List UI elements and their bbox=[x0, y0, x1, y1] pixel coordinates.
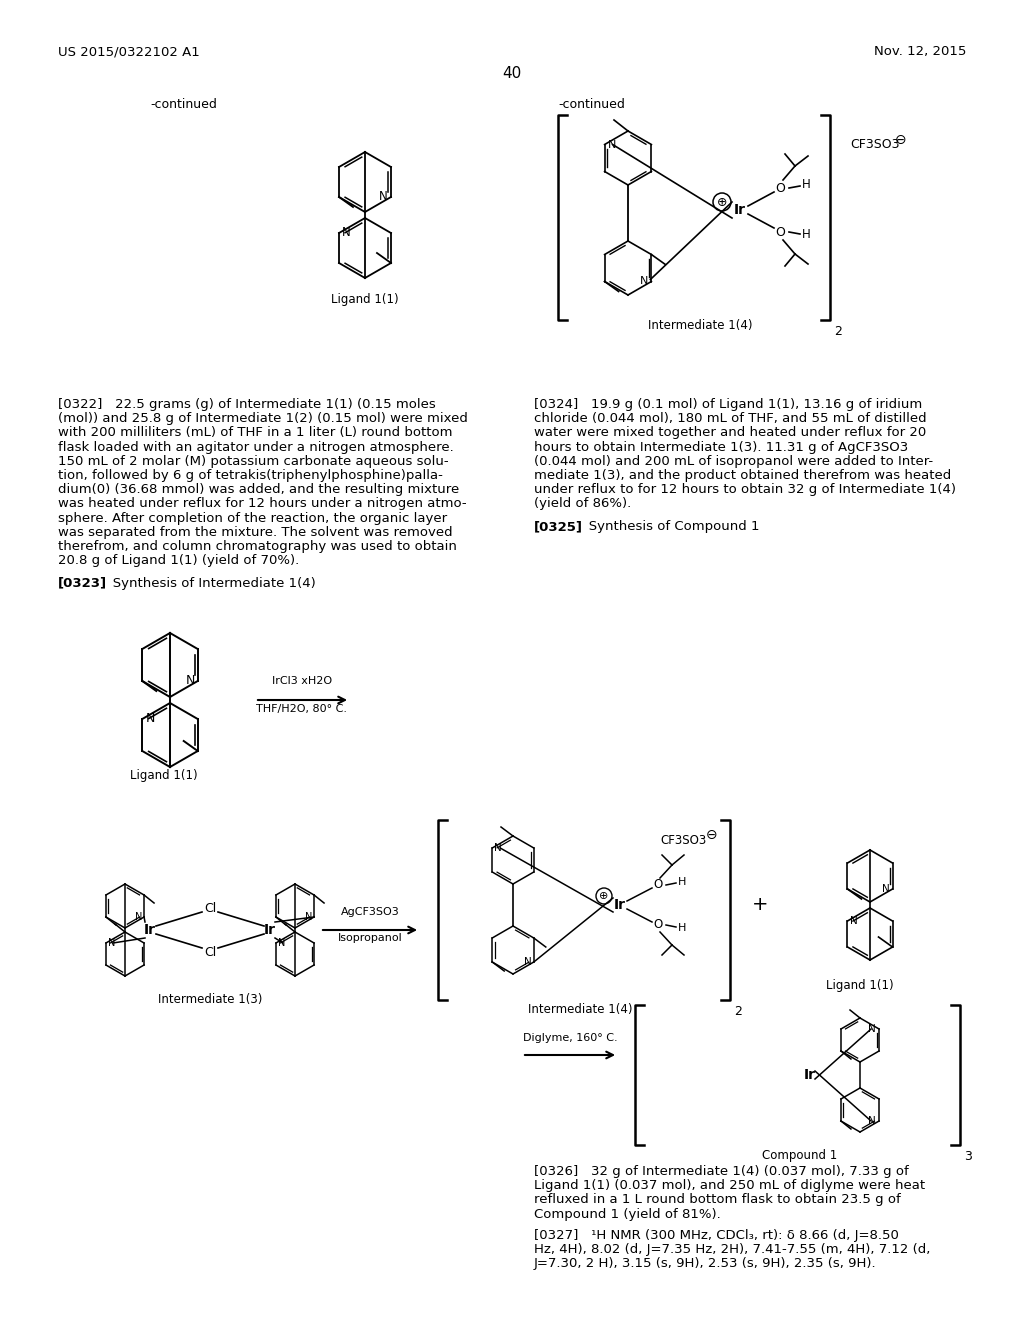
Text: Isopropanol: Isopropanol bbox=[338, 933, 402, 942]
Text: hours to obtain Intermediate 1(3). 11.31 g of AgCF3SO3: hours to obtain Intermediate 1(3). 11.31… bbox=[534, 441, 908, 454]
Text: (yield of 86%).: (yield of 86%). bbox=[534, 498, 631, 511]
Text: chloride (0.044 mol), 180 mL of THF, and 55 mL of distilled: chloride (0.044 mol), 180 mL of THF, and… bbox=[534, 412, 927, 425]
Text: H: H bbox=[802, 178, 810, 191]
Text: with 200 milliliters (mL) of THF in a 1 liter (L) round bottom: with 200 milliliters (mL) of THF in a 1 … bbox=[58, 426, 453, 440]
Text: Ir: Ir bbox=[804, 1068, 816, 1082]
Text: N: N bbox=[135, 912, 142, 921]
Text: refluxed in a 1 L round bottom flask to obtain 23.5 g of: refluxed in a 1 L round bottom flask to … bbox=[534, 1193, 901, 1206]
Text: US 2015/0322102 A1: US 2015/0322102 A1 bbox=[58, 45, 200, 58]
Text: N: N bbox=[607, 140, 616, 149]
Text: -continued: -continued bbox=[558, 99, 625, 111]
Text: J=7.30, 2 H), 3.15 (s, 9H), 2.53 (s, 9H), 2.35 (s, 9H).: J=7.30, 2 H), 3.15 (s, 9H), 2.53 (s, 9H)… bbox=[534, 1257, 877, 1270]
Text: under reflux to for 12 hours to obtain 32 g of Intermediate 1(4): under reflux to for 12 hours to obtain 3… bbox=[534, 483, 956, 496]
Text: THF/H2O, 80° C.: THF/H2O, 80° C. bbox=[256, 704, 347, 714]
Text: N: N bbox=[379, 190, 388, 203]
Text: N: N bbox=[495, 843, 502, 853]
Text: Diglyme, 160° C.: Diglyme, 160° C. bbox=[522, 1034, 617, 1043]
Text: N: N bbox=[278, 939, 286, 948]
Text: 40: 40 bbox=[503, 66, 521, 81]
Text: Ir: Ir bbox=[264, 923, 276, 937]
Text: (0.044 mol) and 200 mL of isopropanol were added to Inter-: (0.044 mol) and 200 mL of isopropanol we… bbox=[534, 455, 933, 467]
Text: flask loaded with an agitator under a nitrogen atmosphere.: flask loaded with an agitator under a ni… bbox=[58, 441, 454, 454]
Text: O: O bbox=[653, 919, 663, 932]
Text: IrCl3 xH2O: IrCl3 xH2O bbox=[272, 676, 332, 686]
Text: N: N bbox=[305, 912, 312, 921]
Text: AgCF3SO3: AgCF3SO3 bbox=[341, 907, 399, 917]
Text: ⊖: ⊖ bbox=[706, 828, 718, 842]
Text: Nov. 12, 2015: Nov. 12, 2015 bbox=[873, 45, 966, 58]
Text: Ir: Ir bbox=[734, 203, 746, 216]
Text: was separated from the mixture. The solvent was removed: was separated from the mixture. The solv… bbox=[58, 525, 453, 539]
Text: Ligand 1(1): Ligand 1(1) bbox=[826, 978, 894, 991]
Text: N: N bbox=[868, 1115, 877, 1126]
Text: Compound 1: Compound 1 bbox=[763, 1148, 838, 1162]
Text: N: N bbox=[851, 916, 858, 927]
Text: Cl: Cl bbox=[204, 902, 216, 915]
Text: N: N bbox=[145, 713, 155, 726]
Text: mediate 1(3), and the product obtained therefrom was heated: mediate 1(3), and the product obtained t… bbox=[534, 469, 951, 482]
Text: sphere. After completion of the reaction, the organic layer: sphere. After completion of the reaction… bbox=[58, 512, 447, 524]
Text: Ir: Ir bbox=[614, 898, 626, 912]
Text: ⊕: ⊕ bbox=[599, 891, 608, 902]
Text: 150 mL of 2 molar (M) potassium carbonate aqueous solu-: 150 mL of 2 molar (M) potassium carbonat… bbox=[58, 455, 449, 467]
Text: N: N bbox=[882, 884, 890, 894]
Text: dium(0) (36.68 mmol) was added, and the resulting mixture: dium(0) (36.68 mmol) was added, and the … bbox=[58, 483, 459, 496]
Text: Ligand 1(1): Ligand 1(1) bbox=[331, 293, 398, 306]
Text: 20.8 g of Ligand 1(1) (yield of 70%).: 20.8 g of Ligand 1(1) (yield of 70%). bbox=[58, 554, 299, 568]
Text: N: N bbox=[342, 227, 351, 239]
Text: Intermediate 1(4): Intermediate 1(4) bbox=[648, 318, 753, 331]
Text: Ligand 1(1) (0.037 mol), and 250 mL of diglyme were heat: Ligand 1(1) (0.037 mol), and 250 mL of d… bbox=[534, 1179, 925, 1192]
Text: [0326]   32 g of Intermediate 1(4) (0.037 mol), 7.33 g of: [0326] 32 g of Intermediate 1(4) (0.037 … bbox=[534, 1166, 908, 1177]
Text: was heated under reflux for 12 hours under a nitrogen atmo-: was heated under reflux for 12 hours und… bbox=[58, 498, 467, 511]
Text: N: N bbox=[868, 1024, 877, 1034]
Text: Compound 1 (yield of 81%).: Compound 1 (yield of 81%). bbox=[534, 1208, 721, 1221]
Text: [0324]   19.9 g (0.1 mol) of Ligand 1(1), 13.16 g of iridium: [0324] 19.9 g (0.1 mol) of Ligand 1(1), … bbox=[534, 399, 923, 411]
Text: Intermediate 1(3): Intermediate 1(3) bbox=[158, 994, 262, 1006]
Text: [0325]: [0325] bbox=[534, 520, 583, 533]
Text: N: N bbox=[524, 957, 531, 968]
Text: therefrom, and column chromatography was used to obtain: therefrom, and column chromatography was… bbox=[58, 540, 457, 553]
Text: (mol)) and 25.8 g of Intermediate 1(2) (0.15 mol) were mixed: (mol)) and 25.8 g of Intermediate 1(2) (… bbox=[58, 412, 468, 425]
Text: O: O bbox=[775, 226, 785, 239]
Text: H: H bbox=[678, 923, 686, 933]
Text: Ir: Ir bbox=[144, 923, 156, 937]
Text: CF3SO3: CF3SO3 bbox=[660, 833, 707, 846]
Text: water were mixed together and heated under reflux for 20: water were mixed together and heated und… bbox=[534, 426, 927, 440]
Text: [0327]   ¹H NMR (300 MHz, CDCl₃, rt): δ 8.66 (d, J=8.50: [0327] ¹H NMR (300 MHz, CDCl₃, rt): δ 8.… bbox=[534, 1229, 899, 1242]
Text: ⊖: ⊖ bbox=[895, 133, 906, 147]
Text: O: O bbox=[775, 181, 785, 194]
Text: 3: 3 bbox=[964, 1150, 972, 1163]
Text: [0323]: [0323] bbox=[58, 577, 108, 590]
Text: Ligand 1(1): Ligand 1(1) bbox=[130, 768, 198, 781]
Text: Synthesis of Intermediate 1(4): Synthesis of Intermediate 1(4) bbox=[100, 577, 315, 590]
Text: N: N bbox=[640, 276, 648, 286]
Text: Synthesis of Compound 1: Synthesis of Compound 1 bbox=[575, 520, 760, 533]
Text: N: N bbox=[185, 675, 195, 688]
Text: -continued: -continued bbox=[150, 99, 217, 111]
Text: N: N bbox=[108, 939, 116, 948]
Text: 2: 2 bbox=[834, 325, 842, 338]
Text: Intermediate 1(4): Intermediate 1(4) bbox=[527, 1003, 632, 1016]
Text: H: H bbox=[678, 876, 686, 887]
Text: +: + bbox=[752, 895, 768, 915]
Text: Hz, 4H), 8.02 (d, J=7.35 Hz, 2H), 7.41-7.55 (m, 4H), 7.12 (d,: Hz, 4H), 8.02 (d, J=7.35 Hz, 2H), 7.41-7… bbox=[534, 1243, 931, 1257]
Text: 2: 2 bbox=[734, 1005, 741, 1018]
Text: ⊕: ⊕ bbox=[717, 195, 727, 209]
Text: CF3SO3: CF3SO3 bbox=[850, 139, 899, 152]
Text: H: H bbox=[802, 228, 810, 242]
Text: Cl: Cl bbox=[204, 945, 216, 958]
Text: tion, followed by 6 g of tetrakis(triphenylphosphine)palla-: tion, followed by 6 g of tetrakis(triphe… bbox=[58, 469, 442, 482]
Text: O: O bbox=[653, 879, 663, 891]
Text: [0322]   22.5 grams (g) of Intermediate 1(1) (0.15 moles: [0322] 22.5 grams (g) of Intermediate 1(… bbox=[58, 399, 436, 411]
